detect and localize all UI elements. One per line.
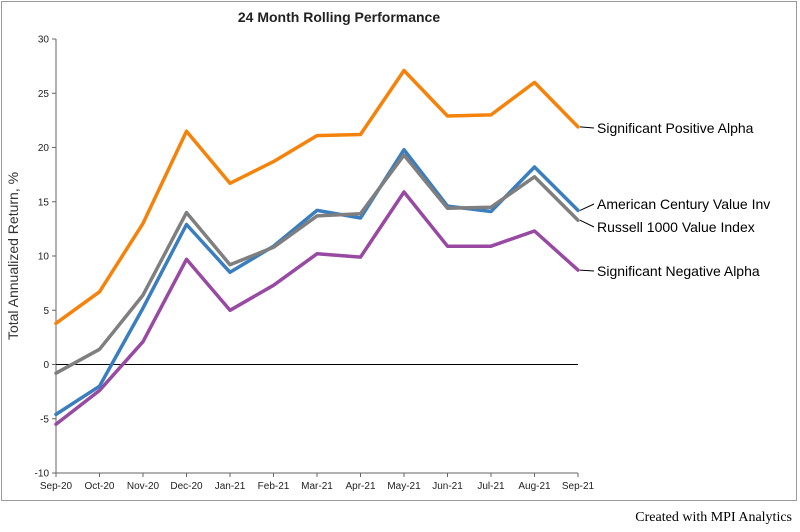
y-tick-label: -5 xyxy=(40,414,49,425)
series-label: Significant Positive Alpha xyxy=(597,120,754,136)
series-line xyxy=(54,190,580,426)
series-leader-line xyxy=(579,126,595,129)
chart-title: 24 Month Rolling Performance xyxy=(238,9,440,25)
series-line xyxy=(54,68,580,326)
series-leader-line xyxy=(579,203,595,211)
x-tick-label: Jun-21 xyxy=(432,481,463,492)
x-tick-label: Apr-21 xyxy=(345,481,375,492)
x-tick-label: Dec-20 xyxy=(170,481,203,492)
x-tick-label: Feb-21 xyxy=(258,481,290,492)
y-tick-label: 20 xyxy=(38,143,50,154)
y-tick-label: 0 xyxy=(43,360,49,371)
x-tick-label: Sep-20 xyxy=(40,481,73,492)
x-tick-label: May-21 xyxy=(387,481,421,492)
y-axis-label: Total Annualized Return, % xyxy=(5,172,21,340)
x-tick-label: Nov-20 xyxy=(127,481,160,492)
y-tick-label: -10 xyxy=(35,469,50,480)
y-tick-label: 5 xyxy=(43,306,49,317)
x-tick-label: Mar-21 xyxy=(301,481,333,492)
credit-text: Created with MPI Analytics xyxy=(635,510,792,525)
x-tick-label: Sep-21 xyxy=(562,481,595,492)
chart-frame xyxy=(1,1,797,501)
x-tick-label: Jul-21 xyxy=(477,481,505,492)
series-leader-line xyxy=(579,269,595,272)
series-label: American Century Value Inv xyxy=(597,196,770,212)
series-label: Significant Negative Alpha xyxy=(597,263,760,279)
line-chart: 24 Month Rolling Performance Total Annual… xyxy=(5,9,770,492)
x-tick-label: Jan-21 xyxy=(215,481,246,492)
series-leader-line xyxy=(579,219,595,228)
y-tick-label: 30 xyxy=(38,35,50,46)
series-line xyxy=(54,147,580,417)
y-tick-label: 25 xyxy=(38,89,50,100)
y-tick-label: 10 xyxy=(38,252,50,263)
x-tick-label: Oct-20 xyxy=(84,481,114,492)
x-tick-label: Aug-21 xyxy=(518,481,551,492)
series-label: Russell 1000 Value Index xyxy=(597,219,755,235)
y-tick-label: 15 xyxy=(38,197,50,208)
series-line xyxy=(54,153,580,375)
